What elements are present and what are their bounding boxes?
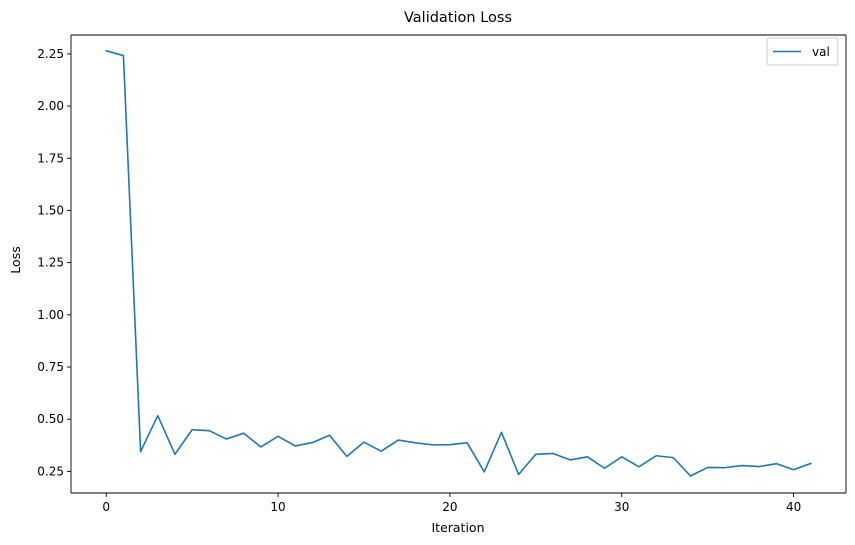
y-tick-label: 1.00 xyxy=(37,308,64,322)
legend-label-val: val xyxy=(812,45,830,59)
y-axis-label: Loss xyxy=(8,246,23,273)
y-tick-label: 1.75 xyxy=(37,151,64,165)
y-tick-label: 0.50 xyxy=(37,412,64,426)
x-tick-label: 10 xyxy=(270,500,285,514)
series-line-val xyxy=(105,49,812,477)
legend: val xyxy=(766,37,839,66)
y-tick-label: 0.75 xyxy=(37,360,64,374)
x-tick-label: 40 xyxy=(786,500,801,514)
x-tick-label: 30 xyxy=(614,500,629,514)
y-tick-label: 2.00 xyxy=(37,99,64,113)
y-tick-label: 2.25 xyxy=(37,47,64,61)
y-tick-label: 1.25 xyxy=(37,256,64,270)
y-tick-label: 1.50 xyxy=(37,203,64,217)
x-tick-label: 20 xyxy=(442,500,457,514)
legend-box xyxy=(766,37,839,66)
chart-title: Validation Loss xyxy=(404,10,512,26)
x-axis-label: Iteration xyxy=(431,520,484,535)
x-tick-label: 0 xyxy=(102,500,110,514)
plot-area xyxy=(71,35,846,493)
y-tick-label: 0.25 xyxy=(37,464,64,478)
